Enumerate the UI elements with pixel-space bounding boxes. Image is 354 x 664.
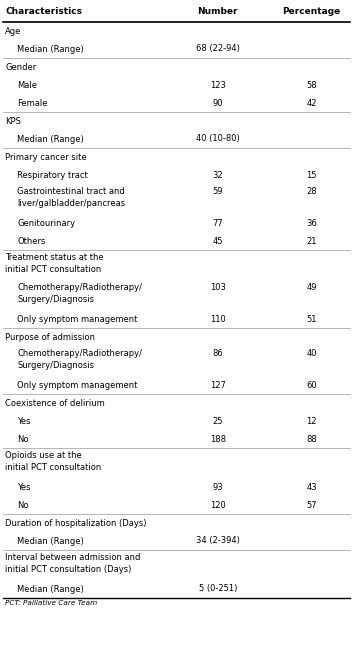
Text: Male: Male	[17, 80, 37, 90]
Text: 88: 88	[306, 434, 317, 444]
Text: Female: Female	[17, 98, 48, 108]
Text: Median (Range): Median (Range)	[17, 537, 84, 546]
Text: 86: 86	[212, 349, 223, 358]
Text: 68 (22-94): 68 (22-94)	[196, 44, 240, 54]
Text: Age: Age	[5, 27, 22, 35]
Text: 43: 43	[306, 483, 317, 491]
Text: 5 (0-251): 5 (0-251)	[199, 584, 237, 594]
Text: 15: 15	[306, 171, 317, 179]
Text: Interval between admission and
initial PCT consultation (Days): Interval between admission and initial P…	[5, 553, 141, 574]
Text: 127: 127	[210, 380, 225, 390]
Text: Yes: Yes	[17, 483, 31, 491]
Text: KPS: KPS	[5, 116, 21, 125]
Text: 51: 51	[306, 315, 317, 323]
Text: Duration of hospitalization (Days): Duration of hospitalization (Days)	[5, 519, 147, 527]
Text: Coexistence of delirium: Coexistence of delirium	[5, 398, 105, 408]
Text: Others: Others	[17, 236, 46, 246]
Text: 32: 32	[212, 171, 223, 179]
Text: Gender: Gender	[5, 62, 36, 72]
Text: 28: 28	[306, 187, 317, 196]
Text: Purpose of admission: Purpose of admission	[5, 333, 95, 341]
Text: Respiratory tract: Respiratory tract	[17, 171, 88, 179]
Text: No: No	[17, 434, 29, 444]
Text: 34 (2-394): 34 (2-394)	[196, 537, 240, 546]
Text: 40: 40	[306, 349, 317, 358]
Text: 123: 123	[210, 80, 225, 90]
Text: 57: 57	[306, 501, 317, 509]
Text: 59: 59	[212, 187, 223, 196]
Text: Median (Range): Median (Range)	[17, 44, 84, 54]
Text: 49: 49	[306, 283, 317, 292]
Text: 36: 36	[306, 218, 317, 228]
Text: Median (Range): Median (Range)	[17, 584, 84, 594]
Text: Percentage: Percentage	[282, 7, 341, 16]
Text: Median (Range): Median (Range)	[17, 135, 84, 143]
Text: Only symptom management: Only symptom management	[17, 315, 138, 323]
Text: 77: 77	[212, 218, 223, 228]
Text: 40 (10-80): 40 (10-80)	[196, 135, 240, 143]
Text: Treatment status at the
initial PCT consultation: Treatment status at the initial PCT cons…	[5, 253, 104, 274]
Text: Characteristics: Characteristics	[5, 7, 82, 16]
Text: 120: 120	[210, 501, 225, 509]
Text: PCT: Palliative Care Team: PCT: Palliative Care Team	[5, 600, 98, 606]
Text: No: No	[17, 501, 29, 509]
Text: Number: Number	[198, 7, 238, 16]
Text: 42: 42	[306, 98, 317, 108]
Text: 60: 60	[306, 380, 317, 390]
Text: 58: 58	[306, 80, 317, 90]
Text: 12: 12	[306, 416, 317, 426]
Text: Only symptom management: Only symptom management	[17, 380, 138, 390]
Text: Genitourinary: Genitourinary	[17, 218, 75, 228]
Text: 25: 25	[212, 416, 223, 426]
Text: Gastrointestinal tract and
liver/galbladder/pancreas: Gastrointestinal tract and liver/galblad…	[17, 187, 125, 208]
Text: 45: 45	[212, 236, 223, 246]
Text: 90: 90	[212, 98, 223, 108]
Text: Chemotherapy/Radiotherapy/
Surgery/Diagnosis: Chemotherapy/Radiotherapy/ Surgery/Diagn…	[17, 349, 142, 370]
Text: Yes: Yes	[17, 416, 31, 426]
Text: 21: 21	[306, 236, 317, 246]
Text: 103: 103	[210, 283, 225, 292]
Text: Opioids use at the
initial PCT consultation: Opioids use at the initial PCT consultat…	[5, 451, 102, 472]
Text: 188: 188	[210, 434, 226, 444]
Text: Primary cancer site: Primary cancer site	[5, 153, 87, 161]
Text: 93: 93	[212, 483, 223, 491]
Text: Chemotherapy/Radiotherapy/
Surgery/Diagnosis: Chemotherapy/Radiotherapy/ Surgery/Diagn…	[17, 283, 142, 304]
Text: 110: 110	[210, 315, 225, 323]
